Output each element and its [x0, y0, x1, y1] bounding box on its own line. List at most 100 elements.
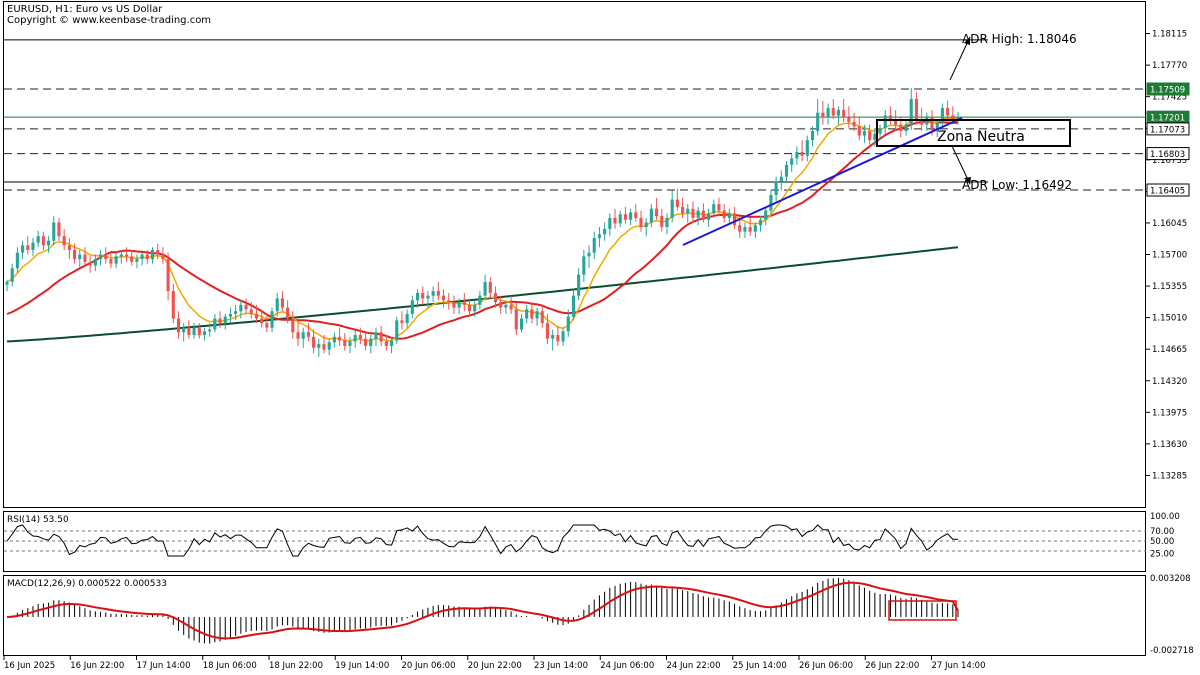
candle-body: [561, 331, 565, 342]
candle-body: [202, 331, 207, 336]
candle-body: [374, 332, 378, 339]
time-tick-label: 17 Jun 14:00: [137, 661, 191, 671]
candle-body: [696, 210, 700, 218]
candle-body: [946, 108, 950, 116]
candle-body: [686, 208, 690, 214]
time-tick-label: 23 Jun 14:00: [534, 661, 588, 671]
time-tick-label: 27 Jun 14:00: [932, 661, 986, 671]
candle-body: [405, 313, 409, 324]
candle-body: [660, 216, 664, 228]
candle-body: [306, 332, 310, 337]
candle-body: [655, 208, 659, 217]
candle-body: [478, 295, 482, 305]
candle-body: [831, 108, 835, 116]
candle-body: [52, 222, 56, 241]
time-tick-label: 16 Jun 22:00: [70, 661, 124, 671]
candle-body: [675, 199, 679, 207]
candle-body: [587, 252, 591, 257]
ma-fast-line: [6, 117, 959, 342]
candle-body: [462, 302, 466, 305]
candle-body: [670, 199, 674, 218]
candle-body: [332, 336, 336, 343]
candle-body: [701, 210, 705, 220]
symbol-title: EURUSD, H1: Euro vs US Dollar: [7, 4, 163, 15]
candle-body: [909, 98, 913, 125]
price-tag-label: 1.17073: [1150, 125, 1185, 135]
candle-body: [535, 311, 539, 319]
price-tag-box: [1146, 147, 1190, 161]
candle-body: [566, 316, 570, 332]
price-tick-label: 1.15700: [1152, 251, 1187, 261]
price-tick-label: 1.13285: [1152, 471, 1187, 481]
price-tick-label: 1.16045: [1152, 219, 1187, 229]
candle-body: [577, 274, 581, 296]
candle-body: [556, 335, 560, 342]
candle-body: [748, 227, 752, 232]
candle-body: [254, 313, 259, 319]
candle-body: [384, 341, 388, 346]
candle-body: [67, 245, 71, 250]
candle-body: [239, 304, 243, 312]
candle-body: [530, 309, 534, 319]
rsi-tick-label: 50.00: [1150, 537, 1174, 547]
zona-neutra-label: Zona Neutra: [937, 129, 1025, 145]
candle-body: [291, 318, 295, 333]
candle-body: [452, 302, 456, 308]
candle-body: [312, 336, 316, 348]
macd-signal-line: [6, 581, 959, 640]
candle-body: [213, 318, 217, 330]
candle-body: [805, 140, 809, 156]
candle-body: [223, 316, 227, 324]
price-tick-label: 1.13975: [1152, 408, 1187, 418]
candle-body: [124, 254, 129, 257]
candle-body: [795, 152, 799, 159]
candle-body: [15, 252, 19, 269]
candle-body: [764, 210, 768, 220]
candle-body: [852, 121, 856, 127]
candle-body: [488, 281, 492, 293]
price-tick-label: 1.15010: [1152, 314, 1187, 324]
candle-body: [951, 115, 955, 120]
candle-body: [790, 158, 794, 165]
candle-body: [810, 130, 815, 141]
time-tick-label: 24 Jun 06:00: [600, 661, 654, 671]
candle-body: [441, 295, 446, 301]
candle-body: [473, 304, 477, 312]
candle-body: [161, 254, 165, 260]
candle-body: [706, 213, 711, 220]
candle-body: [821, 112, 825, 118]
candle-body: [31, 242, 35, 250]
candle-body: [135, 259, 139, 262]
time-tick-label: 26 Jun 22:00: [865, 661, 919, 671]
candle-body: [597, 234, 601, 239]
price-tick-label: 1.17770: [1152, 61, 1187, 71]
candle-body: [421, 292, 425, 299]
candle-body: [717, 204, 721, 211]
candle-body: [613, 217, 617, 224]
candle-body: [608, 217, 612, 229]
candle-body: [364, 338, 368, 346]
candle-body: [228, 313, 233, 317]
time-tick-label: 19 Jun 14:00: [335, 661, 389, 671]
candle-body: [467, 304, 472, 312]
candle-body: [826, 108, 830, 118]
candle-body: [899, 124, 903, 131]
candle-body: [322, 344, 326, 350]
rsi-title: RSI(14) 53.50: [7, 515, 69, 525]
rsi-tick-label: 25.00: [1150, 550, 1174, 560]
candle-body: [249, 309, 253, 314]
time-tick-label: 20 Jun 06:00: [402, 661, 456, 671]
candle-body: [629, 212, 633, 220]
candle-body: [649, 208, 653, 223]
candlesticks: [5, 87, 960, 357]
macd-title: MACD(12,26,9) 0.000522 0.000533: [7, 579, 167, 589]
candle-body: [348, 341, 352, 346]
candle-body: [104, 254, 108, 260]
time-tick-label: 18 Jun 06:00: [203, 661, 257, 671]
candle-body: [270, 311, 274, 328]
candle-body: [447, 300, 451, 303]
candle-body: [483, 281, 487, 296]
blue-trendline: [682, 117, 963, 246]
candle-body: [681, 206, 685, 214]
candle-body: [639, 217, 643, 228]
